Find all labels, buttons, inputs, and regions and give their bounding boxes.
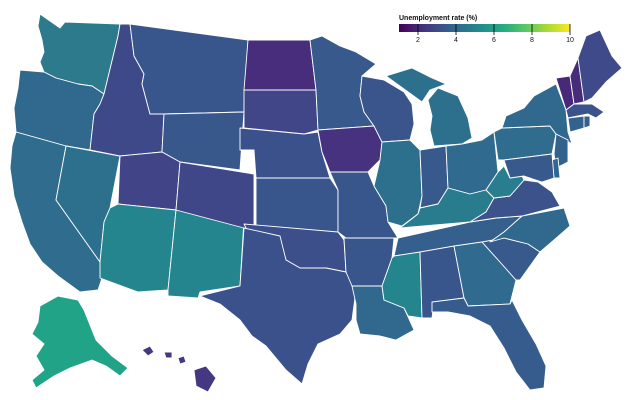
state-virginia[interactable] [469,179,561,223]
state-north-dakota[interactable] [243,39,317,91]
legend-tick-label: 10 [566,37,574,44]
legend-ticks: 2 4 6 8 10 [416,24,574,44]
state-texas[interactable] [199,227,357,385]
legend-color-ramp [399,24,570,32]
state-maryland[interactable] [503,153,555,183]
state-utah[interactable] [117,151,181,211]
legend-tick-label: 4 [454,37,458,44]
state-wyoming[interactable] [161,111,245,171]
legend-tick-label: 2 [416,37,420,44]
states-layer [9,13,623,393]
state-michigan[interactable] [385,67,473,147]
state-montana[interactable] [129,23,249,115]
map-legend: Unemployment rate (%) 2 4 6 8 10 [399,15,574,44]
state-maine[interactable] [577,29,623,103]
legend-title: Unemployment rate (%) [399,15,477,22]
state-rhode-island[interactable] [583,115,591,129]
state-north-carolina[interactable] [489,207,571,253]
legend-tick-label: 8 [530,37,534,44]
state-florida[interactable] [431,297,547,391]
state-iowa[interactable] [317,125,383,173]
state-hawaii[interactable] [141,345,217,393]
state-alaska[interactable] [31,295,129,389]
state-nebraska[interactable] [239,127,331,179]
state-arizona[interactable] [99,203,177,293]
state-missouri[interactable] [329,171,399,239]
legend-tick-label: 6 [492,37,496,44]
state-kansas[interactable] [255,177,339,233]
state-south-dakota[interactable] [243,89,319,135]
state-new-mexico[interactable] [167,209,245,299]
state-connecticut[interactable] [567,115,585,133]
